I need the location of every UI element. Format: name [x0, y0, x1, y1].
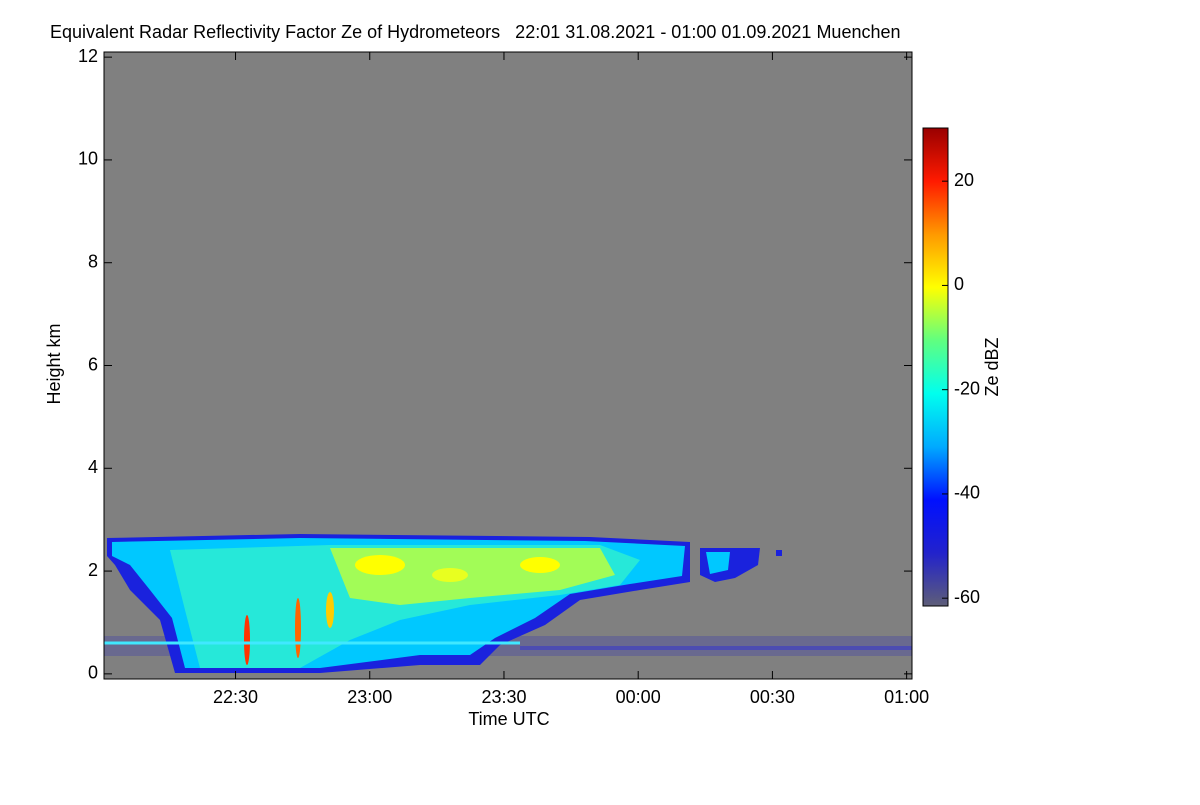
- y-tick-label: 0: [88, 663, 98, 683]
- colorbar-tick-label: 20: [954, 170, 974, 190]
- colorbar-tick-label: -20: [954, 378, 980, 398]
- y-axis-label: Height km: [44, 323, 64, 404]
- colorbar-label: Ze dBZ: [982, 337, 1002, 396]
- colorbar-tick-label: 0: [954, 274, 964, 294]
- y-tick-label: 12: [78, 46, 98, 66]
- y-tick-label: 8: [88, 251, 98, 271]
- x-tick-label: 01:00: [884, 687, 929, 707]
- x-axis-label: Time UTC: [468, 709, 549, 729]
- y-tick-label: 6: [88, 354, 98, 374]
- colorbar-tick-label: -60: [954, 587, 980, 607]
- x-tick-label: 00:00: [616, 687, 661, 707]
- y-tick-label: 2: [88, 560, 98, 580]
- colorbar: [922, 127, 949, 607]
- x-tick-label: 23:00: [347, 687, 392, 707]
- x-tick-label: 22:30: [213, 687, 258, 707]
- y-tick-label: 4: [88, 457, 98, 477]
- x-tick-label: 23:30: [481, 687, 526, 707]
- colorbar-tick-label: -40: [954, 483, 980, 503]
- y-tick-label: 10: [78, 149, 98, 169]
- chart-title: Equivalent Radar Reflectivity Factor Ze …: [50, 22, 901, 42]
- x-tick-label: 00:30: [750, 687, 795, 707]
- radar-echo: [104, 534, 912, 673]
